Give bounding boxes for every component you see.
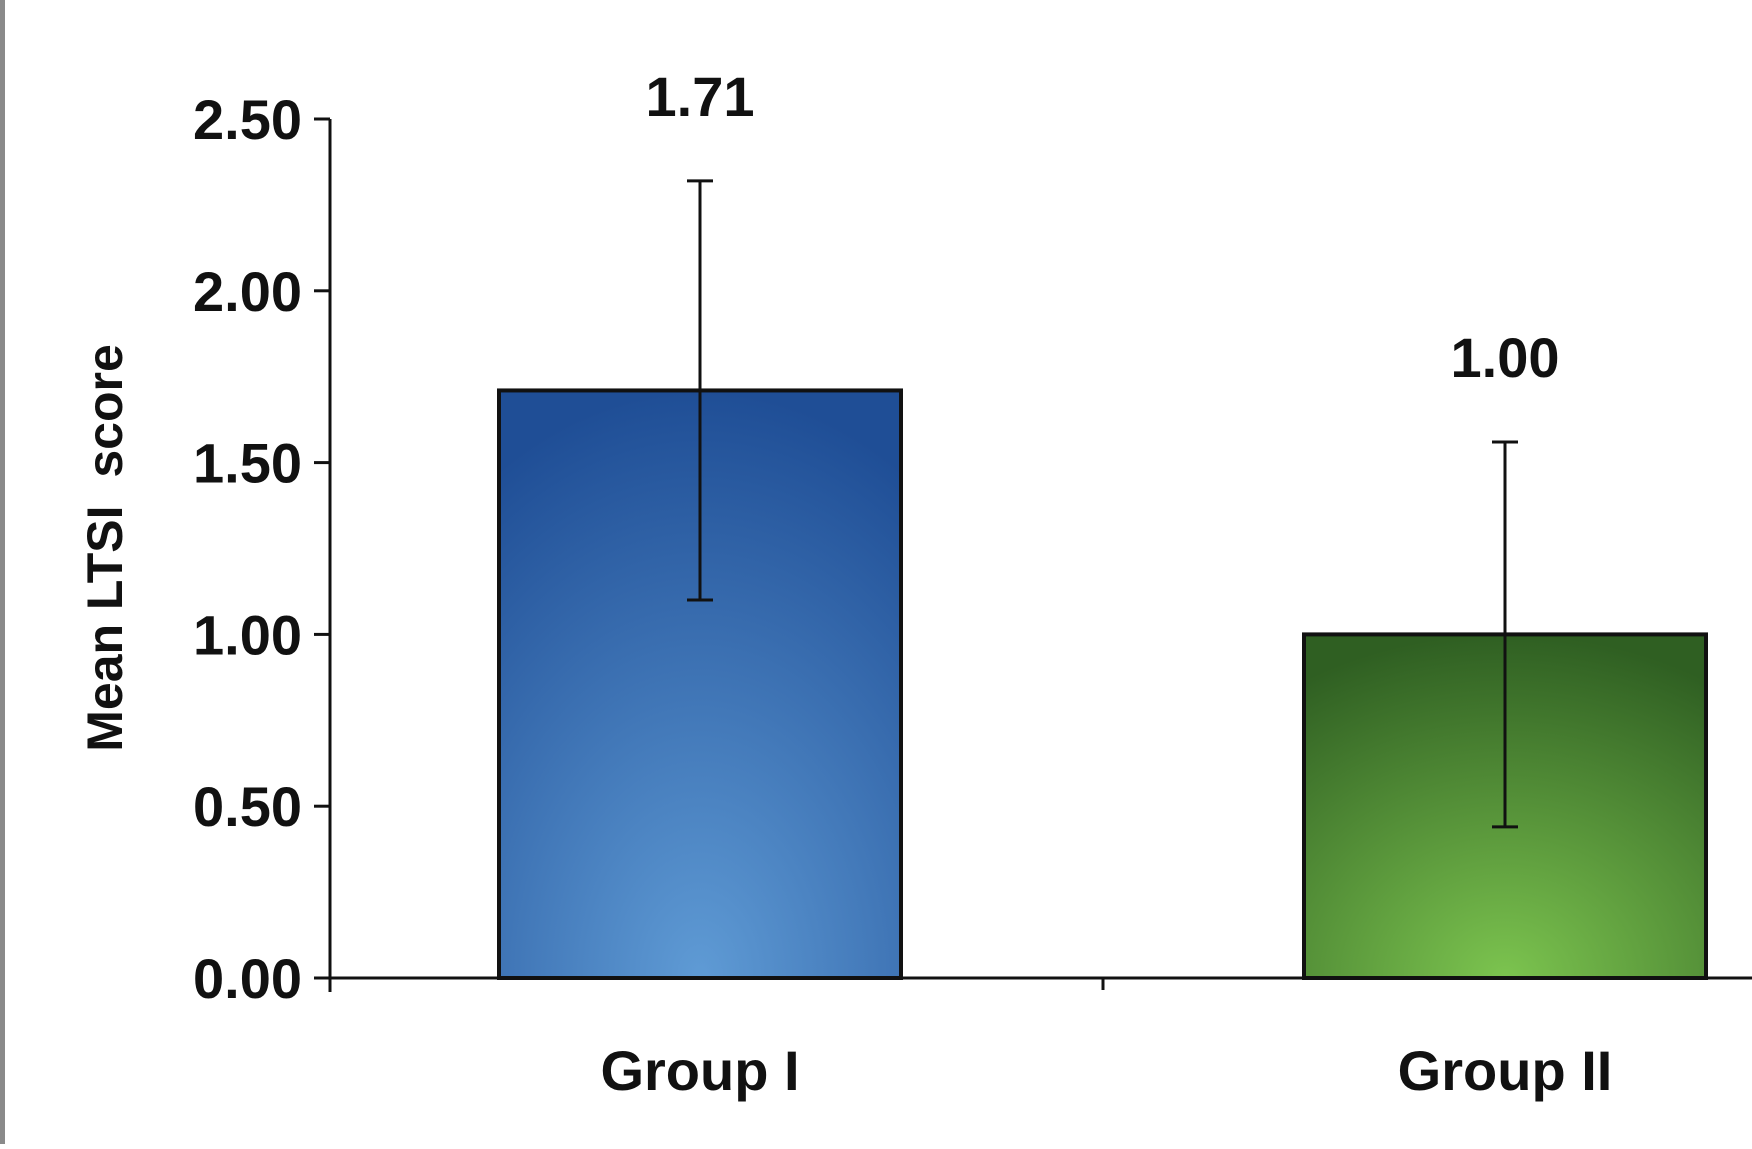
y-tick-label: 1.50 [193, 432, 302, 495]
y-tick-label: 1.00 [193, 603, 302, 666]
x-tick-label-group-ii: Group II [1398, 1039, 1613, 1102]
left-border [0, 0, 5, 1144]
y-tick-label: 0.00 [193, 947, 302, 1010]
error-bar-group-i [687, 179, 713, 602]
y-tick-label: 2.50 [193, 88, 302, 151]
data-label-group-i: 1.71 [646, 65, 755, 128]
data-label-group-ii: 1.00 [1451, 326, 1560, 389]
y-tick-label: 0.50 [193, 775, 302, 838]
x-tick-label-group-i: Group I [600, 1039, 799, 1102]
error-bar-group-ii [1492, 440, 1518, 829]
y-tick-label: 2.00 [193, 260, 302, 323]
y-axis-title: Mean LTSI score [77, 344, 133, 752]
